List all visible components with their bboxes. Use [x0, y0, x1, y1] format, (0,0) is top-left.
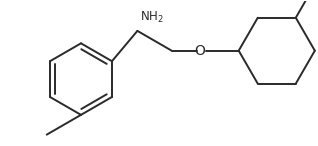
Text: O: O — [195, 44, 206, 58]
Text: NH$_2$: NH$_2$ — [141, 10, 164, 25]
